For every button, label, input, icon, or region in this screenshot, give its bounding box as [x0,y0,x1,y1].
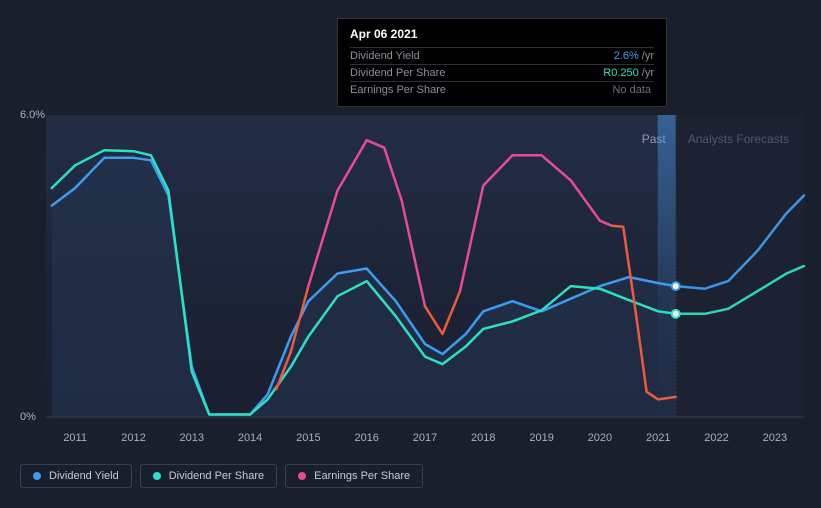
plot-area[interactable] [46,115,804,417]
legend-label: Dividend Yield [49,470,119,482]
y-axis-tick: 6.0% [20,109,45,121]
x-axis-tick: 2011 [63,432,87,444]
tooltip-row-value: No data [612,84,654,96]
x-axis-tick: 2022 [704,432,728,444]
legend-dot-icon [298,472,306,480]
legend-dot-icon [33,472,41,480]
x-axis-tick: 2017 [413,432,437,444]
tooltip-row-label: Earnings Per Share [350,84,446,96]
tooltip-row-value: R0.250/yr [603,67,654,79]
x-axis-tick: 2014 [238,432,262,444]
x-axis-tick: 2015 [296,432,320,444]
tooltip-row: Earnings Per Share No data [350,81,654,98]
tooltip-date: Apr 06 2021 [350,27,654,41]
x-axis-tick: 2021 [646,432,670,444]
chart-legend: Dividend Yield Dividend Per Share Earnings… [20,464,423,488]
legend-item[interactable]: Dividend Yield [20,464,132,488]
chart-svg [46,115,804,417]
x-axis-tick: 2023 [763,432,787,444]
x-axis-tick: 2018 [471,432,495,444]
y-axis-tick: 0% [20,411,36,423]
legend-dot-icon [153,472,161,480]
x-axis-tick: 2012 [121,432,145,444]
tooltip-row: Dividend Per Share R0.250/yr [350,64,654,81]
legend-item[interactable]: Earnings Per Share [285,464,423,488]
dividend-chart: Apr 06 2021 Dividend Yield2.6%/yrDividen… [0,0,821,508]
legend-label: Dividend Per Share [169,470,264,482]
tooltip-row-label: Dividend Yield [350,50,420,62]
tooltip-row-value: 2.6%/yr [614,50,654,62]
tooltip-row-label: Dividend Per Share [350,67,445,79]
legend-label: Earnings Per Share [314,470,410,482]
x-axis-tick: 2016 [354,432,378,444]
x-axis-tick: 2019 [529,432,553,444]
legend-item[interactable]: Dividend Per Share [140,464,277,488]
chart-tooltip: Apr 06 2021 Dividend Yield2.6%/yrDividen… [337,18,667,107]
tooltip-row: Dividend Yield 2.6%/yr [350,47,654,64]
x-axis-tick: 2013 [180,432,204,444]
x-axis-tick: 2020 [588,432,612,444]
